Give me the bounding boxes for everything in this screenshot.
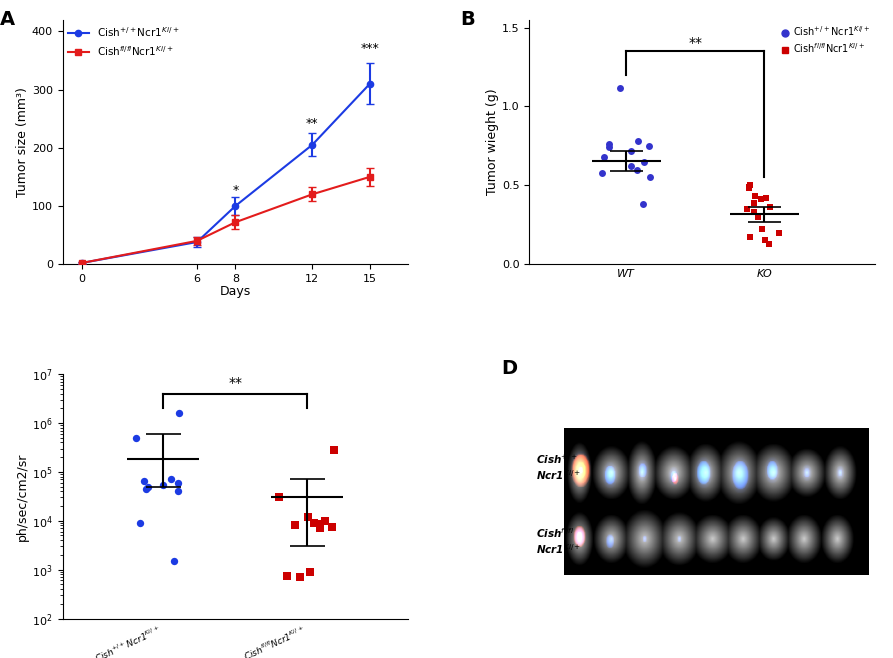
- Point: [613, 82, 627, 93]
- Point: [638, 157, 652, 167]
- Point: [642, 172, 656, 183]
- Text: D: D: [502, 359, 518, 378]
- Point: [743, 180, 757, 191]
- Text: Cish$^{fl/fl}$
Ncr1$^{Ki/+}$: Cish$^{fl/fl}$ Ncr1$^{Ki/+}$: [537, 526, 581, 556]
- Y-axis label: ph/sec/cm2/sr: ph/sec/cm2/sr: [16, 452, 29, 540]
- Point: [164, 474, 179, 485]
- Y-axis label: Tumor size (mm³): Tumor size (mm³): [16, 87, 29, 197]
- Point: [755, 224, 770, 235]
- X-axis label: Days: Days: [220, 286, 251, 298]
- Point: [171, 408, 186, 418]
- Point: [597, 151, 612, 162]
- Point: [602, 142, 616, 153]
- Point: [641, 141, 655, 151]
- Text: A: A: [0, 10, 15, 29]
- Text: B: B: [460, 10, 475, 29]
- Point: [327, 445, 341, 455]
- Y-axis label: Tumor wieght (g): Tumor wieght (g): [486, 89, 499, 195]
- Legend: Cish$^{+/+}$Ncr1$^{Ki/+}$, Cish$^{fl/fl}$Ncr1$^{Ki/+}$: Cish$^{+/+}$Ncr1$^{Ki/+}$, Cish$^{fl/fl}…: [781, 24, 871, 55]
- Point: [280, 570, 294, 581]
- Point: [595, 167, 609, 178]
- Point: [171, 478, 185, 488]
- Point: [739, 204, 754, 215]
- Text: **: **: [689, 36, 702, 50]
- Point: [303, 567, 317, 577]
- Point: [741, 182, 755, 192]
- Point: [167, 556, 181, 567]
- Point: [301, 512, 315, 522]
- Point: [758, 235, 772, 245]
- Point: [129, 432, 143, 443]
- Bar: [563, 428, 868, 574]
- Point: [271, 492, 286, 503]
- Point: [171, 486, 186, 497]
- Point: [754, 194, 768, 205]
- Point: [747, 207, 761, 217]
- Point: [762, 238, 776, 249]
- Point: [763, 202, 777, 213]
- Point: [636, 199, 650, 209]
- Text: *: *: [232, 184, 238, 197]
- Point: [630, 136, 645, 147]
- Point: [288, 520, 303, 531]
- Point: [138, 484, 153, 494]
- Text: **: **: [306, 117, 319, 130]
- Point: [741, 183, 755, 193]
- Point: [624, 161, 638, 172]
- Point: [313, 523, 327, 534]
- Point: [624, 145, 638, 156]
- Legend: Cish$^{+/+}$Ncr1$^{Ki/+}$, Cish$^{fl/fl}$Ncr1$^{Ki/+}$: Cish$^{+/+}$Ncr1$^{Ki/+}$, Cish$^{fl/fl}…: [68, 25, 179, 58]
- Text: **: **: [229, 376, 242, 390]
- Point: [602, 139, 616, 149]
- Point: [307, 518, 321, 528]
- Point: [318, 515, 332, 526]
- Point: [747, 197, 761, 208]
- Point: [138, 476, 152, 486]
- Point: [751, 212, 765, 222]
- Point: [132, 518, 146, 528]
- Point: [772, 228, 786, 238]
- Point: [742, 232, 756, 243]
- Point: [140, 482, 154, 492]
- Point: [758, 193, 772, 203]
- Point: [630, 164, 644, 175]
- Point: [313, 519, 328, 530]
- Point: [293, 572, 307, 582]
- Text: ***: ***: [361, 41, 380, 55]
- Point: [324, 522, 338, 532]
- Point: [747, 191, 762, 201]
- Text: Cish$^{+/+}$
Ncr1$^{Ki/+}$: Cish$^{+/+}$ Ncr1$^{Ki/+}$: [537, 453, 581, 482]
- Point: [156, 479, 171, 490]
